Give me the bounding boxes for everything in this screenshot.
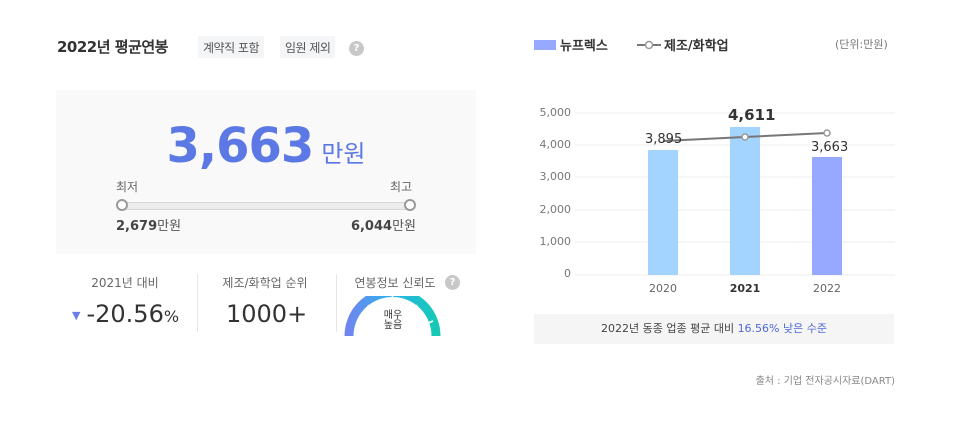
legend-bar-swatch — [534, 40, 556, 50]
max-salary: 6,044만원 — [350, 219, 416, 234]
divider — [197, 274, 198, 332]
x-label-2021: 2021 — [729, 282, 761, 295]
question-circle-icon[interactable]: ? — [445, 275, 460, 290]
data-label-2020: 3,895 — [645, 132, 683, 147]
source-text: 출처 : 기업 전자공시자료(DART) — [755, 376, 895, 387]
tag-contract-included: 계약직 포함 — [198, 36, 265, 58]
yoy-label: 2021년 대비 — [91, 276, 159, 290]
bar-2020 — [648, 150, 678, 275]
bar-2021 — [730, 127, 760, 275]
legend-line-marker-icon — [637, 40, 661, 50]
range-min-knob — [116, 199, 128, 211]
triangle-down-icon: ▼ — [72, 308, 81, 322]
salary-range-bar — [118, 202, 410, 210]
data-label-2021: 4,611 — [728, 106, 776, 124]
average-salary-value: 3,663 — [166, 118, 315, 174]
salary-chart: 5,000 4,000 3,000 2,000 1,000 0 3,895 4,… — [525, 100, 905, 300]
reliability-label: 연봉정보 신뢰도 — [354, 276, 436, 290]
tag-executive-excluded: 임원 제외 — [280, 36, 336, 58]
reliability-gauge-icon — [344, 296, 441, 336]
chart-grid — [575, 112, 895, 276]
question-circle-icon[interactable]: ? — [349, 41, 364, 56]
industry-comparison-note: 2022년 동종 업종 평균 대비 16.56% 낮은 수준 — [534, 314, 894, 344]
industry-rank-value: 1000+ — [226, 300, 308, 328]
unit-label: (단위:만원) — [835, 38, 888, 51]
salary-summary-box: 3,663 만원 최저 최고 2,679만원 6,044만원 — [56, 90, 476, 254]
bar-2022 — [812, 157, 842, 275]
divider — [336, 274, 337, 332]
min-salary: 2,679만원 — [116, 219, 182, 234]
min-label: 최저 — [116, 180, 139, 194]
industry-rank-label: 제조/화학업 순위 — [222, 276, 308, 290]
legend-company: 뉴프렉스 — [560, 39, 608, 54]
x-label-2022: 2022 — [813, 282, 841, 295]
range-max-knob — [404, 199, 416, 211]
legend-industry: 제조/화학업 — [664, 39, 729, 54]
yoy-change: ▼ -20.56% — [72, 300, 180, 328]
page-title: 2022년 평균연봉 — [57, 38, 168, 56]
data-label-2022: 3,663 — [811, 140, 849, 155]
max-label: 최고 — [390, 180, 413, 194]
comparison-highlight: 16.56% 낮은 수준 — [737, 322, 827, 335]
average-salary: 3,663 만원 — [56, 118, 476, 174]
x-label-2020: 2020 — [649, 282, 677, 295]
reliability-value: 매우 높음 — [383, 310, 403, 331]
average-salary-unit: 만원 — [321, 140, 366, 168]
